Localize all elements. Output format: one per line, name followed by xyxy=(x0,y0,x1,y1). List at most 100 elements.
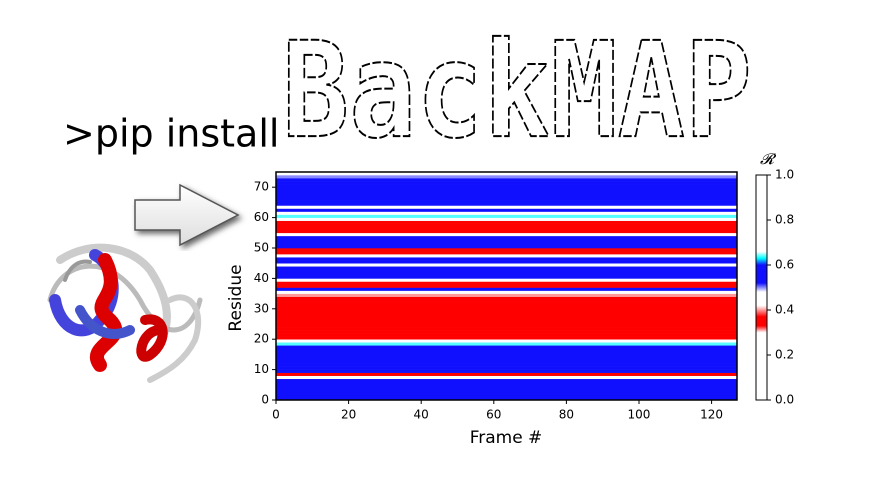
x-tick-label: 80 xyxy=(559,408,574,422)
heatmap-row xyxy=(276,190,737,194)
colorbar-tick-label: 0.4 xyxy=(775,303,794,317)
heatmap-row xyxy=(276,357,737,361)
heatmap-row xyxy=(276,360,737,364)
y-axis-label: Residue xyxy=(226,264,246,331)
x-tick-label: 0 xyxy=(272,408,280,422)
heatmap-row xyxy=(276,387,737,392)
y-tick-label: 10 xyxy=(254,362,269,376)
heatmap-row xyxy=(276,184,737,188)
heatmap-row xyxy=(276,339,737,343)
heatmap-row xyxy=(276,275,737,279)
heatmap-row xyxy=(276,354,737,358)
heatmap-row xyxy=(276,220,737,224)
heatmap-row xyxy=(276,372,737,376)
x-tick-label: 100 xyxy=(628,408,651,422)
heatmap-row xyxy=(276,205,737,209)
heatmap-row xyxy=(276,248,737,252)
y-tick-label: 70 xyxy=(254,180,269,194)
colorbar-label: 𝓡 xyxy=(760,150,777,168)
heatmap-row xyxy=(276,181,737,185)
heatmap-row xyxy=(276,202,737,206)
heatmap-row xyxy=(276,302,737,307)
heatmap-row xyxy=(276,238,737,243)
heatmap-row xyxy=(276,351,737,355)
heatmap-row xyxy=(276,187,737,191)
heatmap-row xyxy=(276,314,737,319)
heatmap-row xyxy=(276,381,737,386)
heatmap-row xyxy=(276,311,737,316)
heatmap-row xyxy=(276,299,737,304)
x-tick-label: 120 xyxy=(700,408,723,422)
heatmap-row xyxy=(276,375,737,380)
plot-frame xyxy=(275,171,738,401)
y-tick-label: 20 xyxy=(254,332,269,346)
y-tick-label: 40 xyxy=(254,271,269,285)
protein-structure xyxy=(47,243,203,383)
heatmap-row xyxy=(276,211,737,215)
y-tick-label: 60 xyxy=(254,210,269,224)
colorbar-tick-label: 0.6 xyxy=(775,258,794,272)
heatmap-row xyxy=(276,342,737,346)
heatmap-row xyxy=(276,229,737,234)
y-tick-label: 50 xyxy=(254,241,269,255)
heatmap-row xyxy=(276,287,737,291)
pip-command: >pip install xyxy=(63,112,279,156)
x-tick-label: 60 xyxy=(486,408,501,422)
y-tick-label: 30 xyxy=(254,301,269,315)
heatmap-row xyxy=(276,269,737,273)
heatmap-row xyxy=(276,217,737,221)
heatmap-row xyxy=(276,363,737,367)
heatmap-row xyxy=(276,263,737,267)
heatmap-row xyxy=(276,172,737,176)
heatmap-row xyxy=(276,257,737,261)
colorbar-tick-label: 0.0 xyxy=(775,393,794,407)
heatmap-row xyxy=(276,384,737,389)
heatmap-row xyxy=(276,214,737,218)
heatmap-row xyxy=(276,232,737,237)
heatmap-row xyxy=(276,305,737,310)
heatmap-row xyxy=(276,223,737,228)
heatmap-row xyxy=(276,330,737,334)
heatmap-row xyxy=(276,208,737,212)
heatmap-row xyxy=(276,226,737,231)
x-tick-label: 20 xyxy=(341,408,356,422)
heatmap-row xyxy=(276,278,737,282)
heatmap-row xyxy=(276,266,737,270)
heatmap-row xyxy=(276,348,737,352)
colorbar-tick-label: 0.2 xyxy=(775,348,794,362)
heatmap-row xyxy=(276,390,737,395)
heatmap-row xyxy=(276,260,737,264)
arrow xyxy=(134,183,240,247)
heatmap-row xyxy=(276,393,737,398)
heatmap-row xyxy=(276,369,737,373)
heatmap-row xyxy=(276,366,737,370)
heatmap-row xyxy=(276,320,737,325)
heatmap-row xyxy=(276,251,737,255)
heatmap-row xyxy=(276,241,737,246)
heatmap-row xyxy=(276,193,737,197)
heatmap-row xyxy=(276,296,737,300)
y-tick-label: 0 xyxy=(261,393,269,407)
colorbar-tick-label: 1.0 xyxy=(775,168,794,182)
heatmap-row xyxy=(276,235,737,240)
heatmap-row xyxy=(276,272,737,276)
heatmap-row xyxy=(276,327,737,331)
colorbar-tick-label: 0.8 xyxy=(775,213,794,227)
heatmap-row xyxy=(276,333,737,337)
heatmap-row xyxy=(276,199,737,203)
x-axis-label: Frame # xyxy=(470,428,543,448)
heatmap-row xyxy=(276,290,737,294)
heatmap-row xyxy=(276,196,737,200)
heatmap-row xyxy=(276,293,737,297)
colorbar xyxy=(755,174,768,401)
heatmap-row xyxy=(276,254,737,258)
heatmap-row xyxy=(276,378,737,383)
heatmap-row xyxy=(276,317,737,322)
logo: BackMAP xyxy=(282,14,752,168)
heatmap-row xyxy=(276,175,737,179)
heatmap-row xyxy=(276,336,737,340)
heatmap-row xyxy=(276,345,737,349)
x-tick-label: 40 xyxy=(414,408,429,422)
